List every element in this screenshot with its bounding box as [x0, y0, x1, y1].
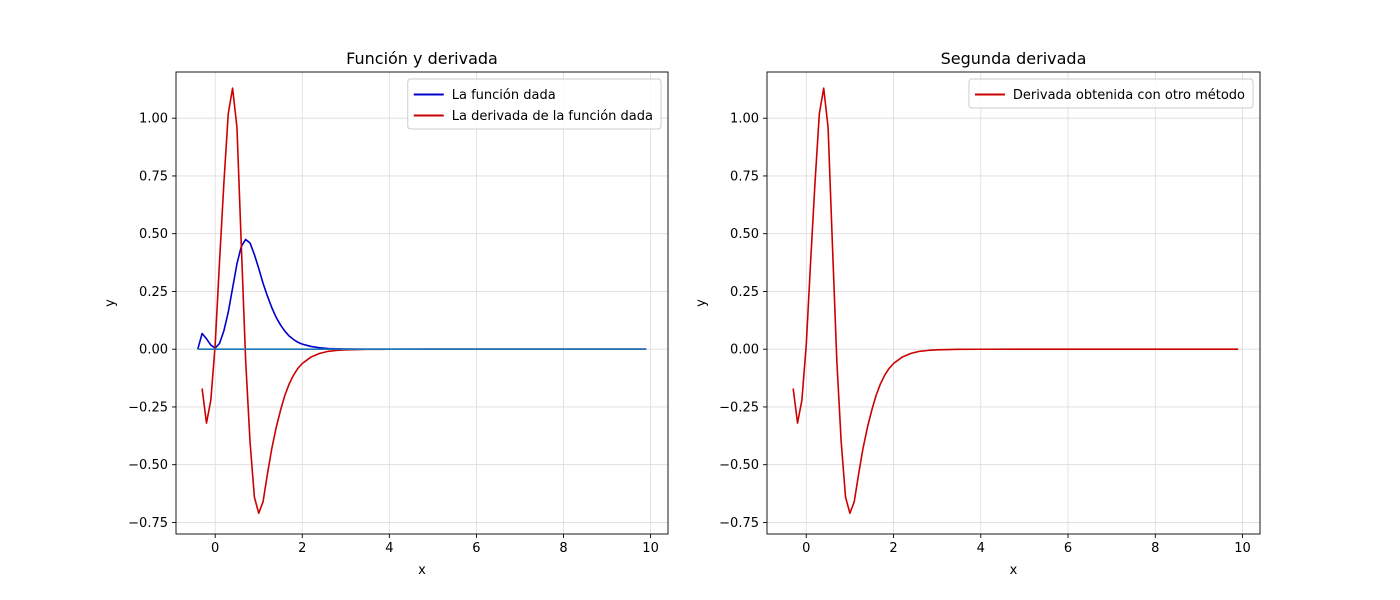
y-tick-label: 1.00	[730, 112, 759, 127]
y-tick-label: −0.75	[128, 516, 168, 531]
y-tick-label: −0.25	[128, 400, 168, 415]
legend-box	[407, 78, 662, 130]
left-chart: 0 2 4 6 8 10 −0.75 −0.50 −0.25 0.00 0.25 0.50 0.75 1.…	[103, 49, 669, 578]
legend-box	[968, 78, 1254, 109]
y-tick-label: 1.00	[139, 112, 168, 127]
y-tick-label: −0.50	[128, 458, 168, 473]
legend: La función dada La derivada de la función…	[407, 78, 662, 130]
right-chart: 0 2 4 6 8 10 −0.75 −0.50 −0.25 0.00 0.25 0.50 0.75 1.…	[694, 49, 1261, 578]
y-tick-label: −0.75	[719, 516, 759, 531]
y-tick-label: 0.25	[139, 285, 168, 300]
chart-title: Segunda derivada	[941, 49, 1087, 68]
x-tick-label: 10	[642, 541, 659, 556]
series-line-0	[792, 87, 1239, 515]
x-tick-label: 10	[1234, 541, 1251, 556]
y-tick-label: 0.50	[730, 227, 759, 242]
x-tick-label: 2	[889, 541, 897, 556]
chart-title: Función y derivada	[346, 49, 498, 68]
legend-label: La función dada	[452, 88, 556, 103]
x-tick-label: 0	[211, 541, 219, 556]
y-tick-label: 0.25	[730, 285, 759, 300]
axes-frame	[766, 71, 1261, 535]
x-tick-label: 0	[802, 541, 810, 556]
plot-area	[767, 72, 1260, 534]
y-axis-label: y	[694, 299, 709, 307]
legend-label: Derivada obtenida con otro método	[1013, 88, 1245, 103]
plot-area	[176, 72, 668, 534]
x-tick-label: 2	[298, 541, 306, 556]
x-tick-label: 4	[977, 541, 985, 556]
y-tick-label: −0.50	[719, 458, 759, 473]
y-tick-label: −0.25	[719, 400, 759, 415]
x-tick-label: 6	[1064, 541, 1072, 556]
x-axis-label: x	[418, 563, 426, 578]
x-tick-label: 8	[1151, 541, 1159, 556]
legend: Derivada obtenida con otro método	[968, 78, 1254, 109]
x-tick-label: 4	[385, 541, 393, 556]
y-tick-label: 0.00	[730, 343, 759, 358]
x-tick-label: 8	[559, 541, 567, 556]
x-axis-label: x	[1010, 563, 1018, 578]
y-tick-label: 0.75	[139, 169, 168, 184]
y-tick-label: 0.50	[139, 227, 168, 242]
axes-frame	[175, 71, 669, 535]
y-tick-label: 0.75	[730, 169, 759, 184]
y-tick-label: 0.00	[139, 343, 168, 358]
legend-label: La derivada de la función dada	[452, 109, 653, 124]
y-axis-label: y	[103, 299, 118, 307]
x-tick-label: 6	[472, 541, 480, 556]
